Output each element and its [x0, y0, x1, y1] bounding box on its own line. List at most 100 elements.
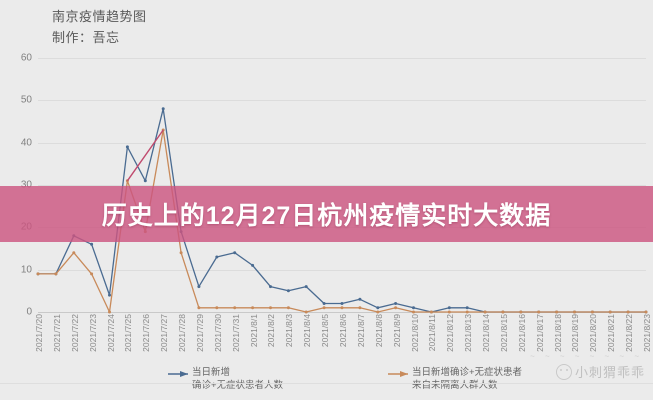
x-axis-tick-label: 2021/8/15 [498, 314, 509, 352]
x-axis-tick-label: 2021/8/11 [427, 314, 438, 352]
data-point [197, 285, 201, 289]
data-point [394, 306, 398, 310]
data-point [125, 145, 129, 149]
data-point [394, 302, 398, 305]
x-axis-tick-label: 2021/8/16 [516, 314, 527, 352]
overlay-banner-background [0, 186, 653, 242]
data-point [447, 310, 451, 314]
data-point [251, 306, 255, 310]
data-point [501, 310, 505, 314]
data-point [108, 293, 111, 297]
y-axis-tick-label: 0 [26, 306, 32, 318]
data-point [429, 310, 433, 314]
x-axis-tick-label: 2021/7/26 [141, 314, 152, 352]
data-point [215, 255, 219, 259]
x-axis-tick-label: 2021/7/27 [159, 314, 170, 352]
data-point [358, 297, 362, 301]
data-point [537, 310, 541, 314]
y-axis-tick-label: 60 [20, 52, 32, 64]
legend-label-0: 当日新增确诊+无症状患者人数 [192, 366, 283, 392]
x-axis-tick-label: 2021/7/23 [87, 314, 98, 352]
overlay-banner-title: 历史上的12月27日杭州疫情实时大数据 [101, 202, 552, 230]
data-point [233, 306, 237, 310]
legend-label-0-line2: 确诊+无症状患者人数 [192, 380, 284, 391]
data-point [555, 310, 559, 314]
legend-item-0: 当日新增确诊+无症状患者人数 [168, 366, 283, 392]
x-axis-tick-label: 2021/7/28 [177, 314, 188, 352]
data-point [644, 310, 648, 314]
y-axis-tick-label: 50 [20, 94, 32, 106]
chart-subtitle: 制作：吾忘 [52, 30, 120, 45]
data-point [358, 306, 362, 310]
watermark-label: 小刺猬乖乖 [574, 365, 645, 380]
chart-legend: 当日新增确诊+无症状患者人数 当日新增确诊+无症状患者 来自未隔离人群人数 [0, 366, 653, 400]
data-point [412, 306, 415, 310]
x-axis-tick-label: 2021/8/5 [320, 314, 331, 348]
data-point [72, 251, 76, 255]
data-point [233, 251, 237, 255]
data-point [376, 310, 380, 314]
data-point [90, 242, 94, 246]
watermark: 小刺猬乖乖 [555, 362, 645, 381]
data-point [608, 310, 612, 314]
data-point [215, 306, 219, 310]
x-axis-tick-label: 2021/8/7 [355, 314, 366, 348]
x-axis-tick-label: 2021/7/24 [105, 314, 116, 352]
data-point [412, 310, 415, 314]
data-point [286, 289, 290, 293]
x-axis-tick-label: 2021/8/18 [552, 314, 563, 352]
data-point [251, 263, 255, 267]
x-axis-tick-label: 2021/8/19 [570, 314, 581, 352]
x-axis-tick-label: 2021/7/22 [69, 314, 80, 352]
gridline [38, 142, 646, 144]
data-point [90, 272, 94, 276]
x-axis-tick-label: 2021/7/25 [123, 314, 134, 352]
data-point [519, 310, 523, 314]
x-axis-tick-label: 2021/8/14 [481, 314, 492, 352]
chart-title: 南京疫情趋势图 [52, 9, 147, 24]
data-point [161, 107, 165, 111]
x-axis-tick-label: 2021/7/21 [51, 314, 62, 352]
legend-item-1: 当日新增确诊+无症状患者 来自未隔离人群人数 [388, 366, 522, 392]
x-axis-tick-label: 2021/8/10 [409, 314, 420, 352]
data-point [304, 285, 308, 289]
footer-divider [0, 383, 653, 384]
data-point [626, 310, 630, 314]
data-point [447, 306, 451, 310]
x-axis-tick-label: 2021/8/17 [534, 314, 545, 352]
data-point [376, 306, 380, 310]
gridline [38, 100, 646, 102]
watermark-tildes: ~ ~ ~ ~ ~ ~ ~ ~ [530, 352, 643, 361]
x-axis-tick-label: 2021/8/8 [373, 314, 384, 348]
x-axis-tick-label: 2021/8/9 [391, 314, 402, 348]
y-axis-labels: 0102030405060 [0, 53, 32, 318]
data-point [465, 310, 469, 314]
data-point [304, 310, 308, 314]
legend-label-1-line2: 来自未隔离人群人数 [412, 380, 498, 391]
x-axis-tick-label: 2021/8/23 [642, 314, 652, 352]
data-point [340, 302, 344, 305]
x-axis-tick-label: 2021/7/31 [230, 314, 241, 352]
gridline [38, 185, 646, 186]
data-point [322, 306, 326, 310]
data-point [340, 306, 344, 310]
series-line-2 [126, 129, 164, 182]
x-axis-tick-label: 2021/7/30 [212, 314, 223, 352]
gridline [38, 269, 646, 271]
x-axis-tick-label: 2021/8/13 [463, 314, 474, 352]
y-axis-tick-label: 30 [20, 179, 32, 191]
legend-label-0-line1: 当日新增 [192, 367, 231, 378]
x-axis-line [38, 312, 646, 313]
data-point [197, 306, 201, 310]
smiley-face-icon [555, 363, 572, 380]
data-point [179, 251, 183, 255]
x-axis-tick-label: 2021/8/1 [248, 314, 259, 348]
x-axis-tick-label: 2021/8/21 [606, 314, 617, 352]
x-axis-tick-label: 2021/8/3 [284, 314, 295, 348]
data-point [590, 310, 594, 314]
legend-label-1-line1: 当日新增确诊+无症状患者 [412, 367, 523, 378]
data-point [573, 310, 576, 314]
chart-lines-svg [36, 107, 648, 314]
x-axis-tick-label: 2021/8/4 [302, 314, 313, 348]
